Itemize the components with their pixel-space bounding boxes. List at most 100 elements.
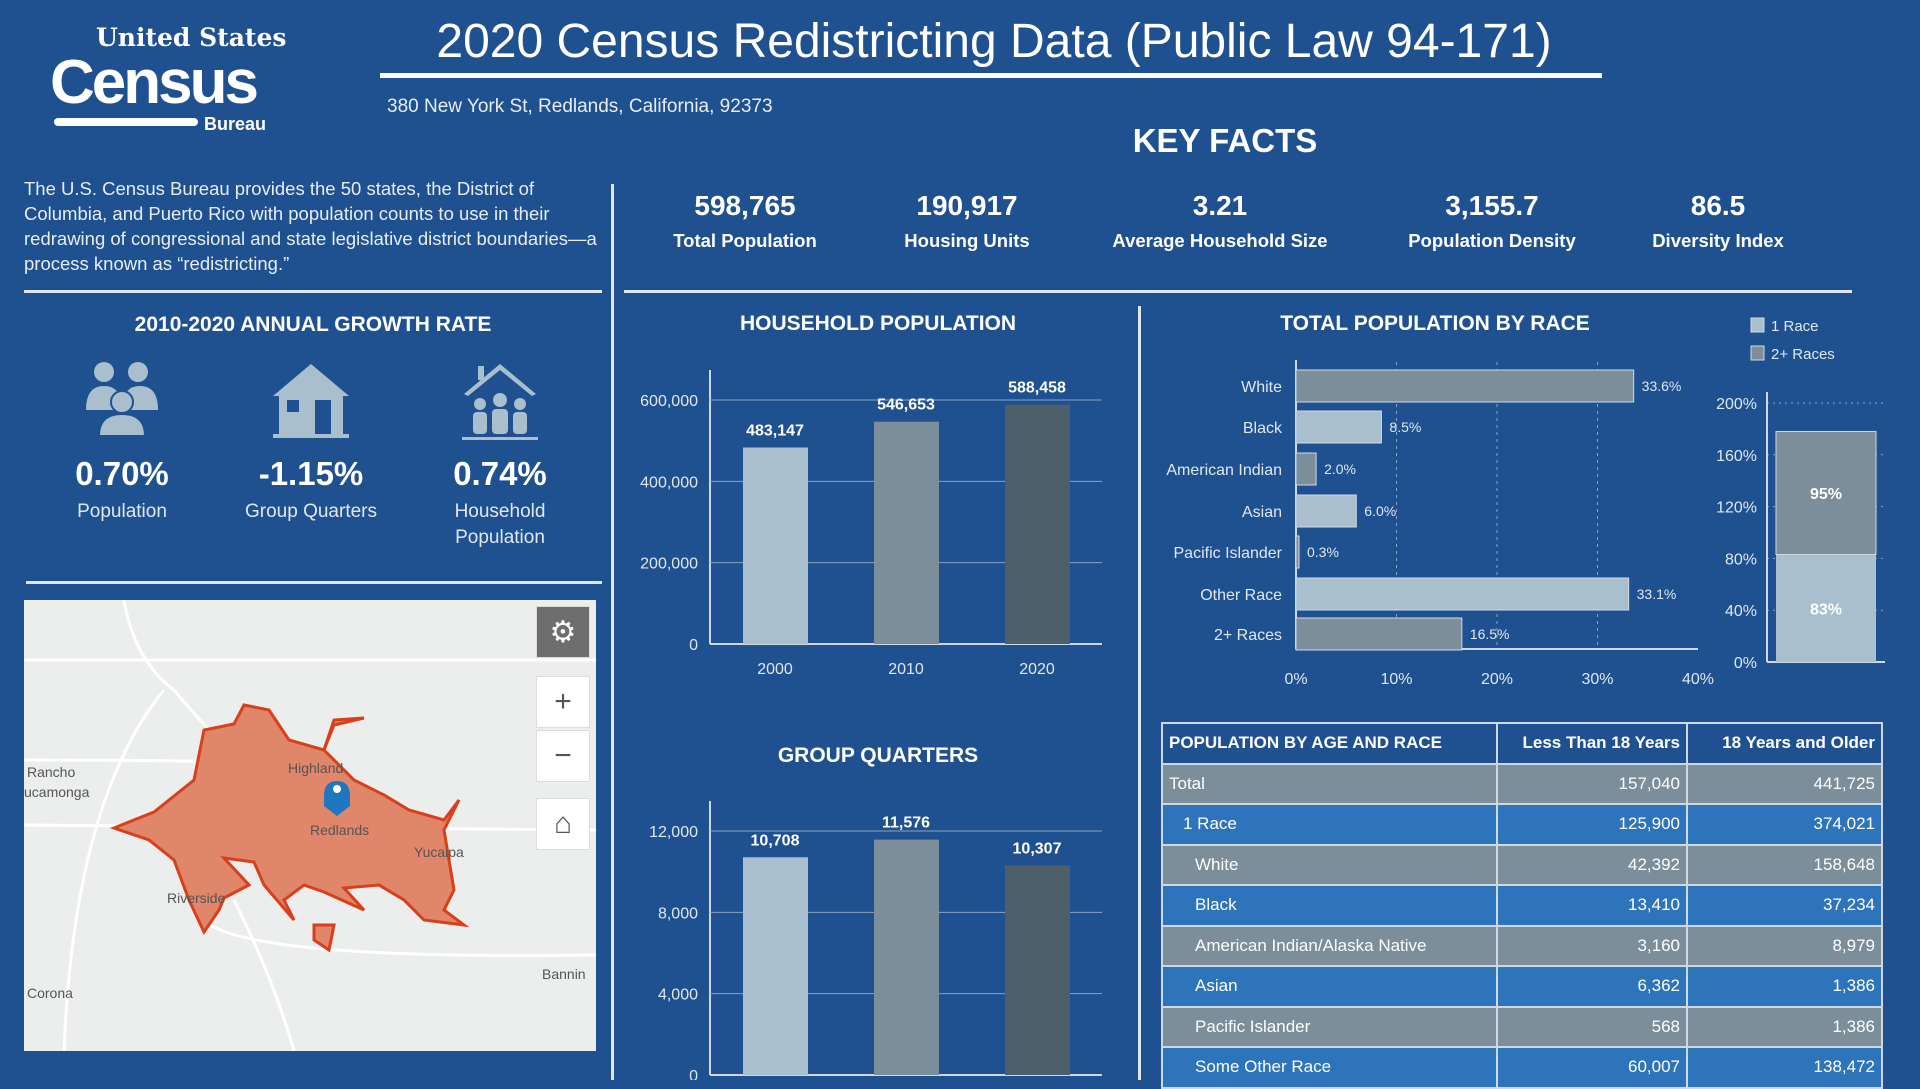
table-row: Asian 6,362 1,386 xyxy=(1161,965,1883,1008)
fact-value: 3.21 xyxy=(1192,190,1248,221)
data-label: 11,576 xyxy=(882,815,930,832)
growth-group-quarters: -1.15% Group Quarters xyxy=(221,360,401,525)
data-label: 6.0% xyxy=(1364,503,1396,519)
home-button[interactable]: ⌂ xyxy=(536,798,590,850)
logo-underline xyxy=(54,118,198,126)
table-row: Pacific Islander 568 1,386 xyxy=(1161,1005,1883,1048)
growth-population: 0.70% Population xyxy=(32,360,212,525)
fact-housing-units: 190,917 Housing Units xyxy=(862,190,1072,252)
map-label: Bannin xyxy=(542,966,586,982)
y-tick-label: 160% xyxy=(1716,448,1757,465)
bar-other-race xyxy=(1295,577,1630,611)
zoom-out-button[interactable]: − xyxy=(536,730,590,782)
district-boundary xyxy=(109,703,470,936)
age-race-table: POPULATION BY AGE AND RACE Less Than 18 … xyxy=(1161,722,1883,1089)
people-icon xyxy=(86,362,158,437)
home-icon: ⌂ xyxy=(553,807,573,840)
bar-white xyxy=(1295,369,1635,403)
table-cell: 6,362 xyxy=(1496,965,1688,1008)
divider xyxy=(611,184,614,1080)
growth-title: 2010-2020 ANNUAL GROWTH RATE xyxy=(134,313,492,336)
x-tick-label: 30% xyxy=(1581,671,1613,688)
y-tick-label: 120% xyxy=(1716,500,1757,517)
table-cell: 157,040 xyxy=(1496,762,1688,805)
y-tick-label: 200% xyxy=(1716,396,1757,413)
y-tick-label: 0 xyxy=(689,637,698,654)
settings-button[interactable]: ⚙ xyxy=(536,606,590,658)
category-label: Black xyxy=(1243,420,1283,437)
table-row: American Indian/Alaska Native 3,160 8,979 xyxy=(1161,924,1883,967)
minus-icon: − xyxy=(554,739,572,772)
fact-population-density: 3,155.7 Population Density xyxy=(1387,190,1597,252)
map-label: Corona xyxy=(27,985,73,1001)
table-cell: White xyxy=(1161,843,1498,886)
table-row: 1 Race 125,900 374,021 xyxy=(1161,803,1883,846)
table-cell: 42,392 xyxy=(1496,843,1688,886)
legend-swatch-2plus-races xyxy=(1750,345,1765,361)
map-label: ucamonga xyxy=(24,784,90,800)
data-label: 10,708 xyxy=(751,832,800,849)
growth-label: Household Population xyxy=(454,501,546,548)
description: The U.S. Census Bureau provides the 50 s… xyxy=(24,178,597,274)
bar-2000 xyxy=(743,447,808,644)
growth-value: -1.15% xyxy=(258,455,364,492)
fact-value: 86.5 xyxy=(1690,190,1746,221)
fact-value: 3,155.7 xyxy=(1445,190,1539,221)
location-pin-icon[interactable] xyxy=(324,781,350,816)
growth-household-population: 0.74% Household Population xyxy=(410,360,590,551)
table-cell: 1 Race xyxy=(1161,803,1498,846)
zoom-in-button[interactable]: + xyxy=(536,676,590,728)
x-tick-label: 2000 xyxy=(757,661,793,678)
map-label: Redlands xyxy=(310,822,370,838)
map-label: Riverside xyxy=(167,890,226,906)
fact-label: Housing Units xyxy=(904,230,1030,251)
y-tick-label: 200,000 xyxy=(640,556,698,573)
map[interactable]: Highland Redlands Yucaipa Riverside Ranc… xyxy=(24,600,596,1051)
legend-label: 2+ Races xyxy=(1771,346,1835,363)
logo-census: Census xyxy=(50,48,259,117)
map-label: Rancho xyxy=(27,764,76,780)
table-cell: 441,725 xyxy=(1686,762,1883,805)
bar-2020 xyxy=(1005,404,1070,644)
map-canvas[interactable] xyxy=(24,600,596,1051)
table-cell: Black xyxy=(1161,884,1498,927)
data-label: 8.5% xyxy=(1389,419,1421,435)
y-tick-label: 8,000 xyxy=(658,905,698,922)
divider xyxy=(1138,306,1141,1080)
address: 380 New York St, Redlands, California, 9… xyxy=(387,96,773,117)
y-tick-label: 0 xyxy=(689,1068,698,1080)
y-tick-label: 400,000 xyxy=(640,474,698,491)
fact-total-population: 598,765 Total Population xyxy=(640,190,850,252)
growth-label: Group Quarters xyxy=(245,501,377,522)
map-label: Highland xyxy=(288,760,344,776)
column-header: Less Than 18 Years xyxy=(1496,722,1688,765)
table-row: Total 157,040 441,725 xyxy=(1161,762,1883,805)
fact-label: Population Density xyxy=(1408,230,1576,251)
data-label: 16.5% xyxy=(1470,626,1510,642)
column-header: 18 Years and Older xyxy=(1686,722,1883,765)
table-cell: 158,648 xyxy=(1686,843,1883,886)
title-underline xyxy=(380,73,1602,78)
table-cell: American Indian/Alaska Native xyxy=(1161,924,1498,967)
fact-value: 598,765 xyxy=(694,190,796,221)
data-label: 33.6% xyxy=(1642,378,1682,394)
bar-2010 xyxy=(874,421,939,644)
page-title: 2020 Census Redistricting Data (Public L… xyxy=(436,15,1552,68)
table-cell: Pacific Islander xyxy=(1161,1005,1498,1048)
table-cell: 138,472 xyxy=(1686,1046,1883,1089)
table-row: Black 13,410 37,234 xyxy=(1161,884,1883,927)
x-tick-label: 2010 xyxy=(888,661,924,678)
fact-label: Diversity Index xyxy=(1652,230,1784,251)
x-tick-label: 10% xyxy=(1380,671,1412,688)
category-label: Pacific Islander xyxy=(1174,545,1283,562)
x-tick-label: 0% xyxy=(1284,671,1307,688)
fact-household-size: 3.21 Average Household Size xyxy=(1078,190,1362,252)
group-quarters-chart-title: GROUP QUARTERS xyxy=(777,744,979,767)
bar-2020 xyxy=(1005,865,1070,1075)
house-icon xyxy=(273,364,349,438)
data-label: 33.1% xyxy=(1637,586,1677,602)
household-chart-title: HOUSEHOLD POPULATION xyxy=(739,312,1017,335)
gear-icon: ⚙ xyxy=(549,615,577,649)
plus-icon: + xyxy=(554,685,572,718)
